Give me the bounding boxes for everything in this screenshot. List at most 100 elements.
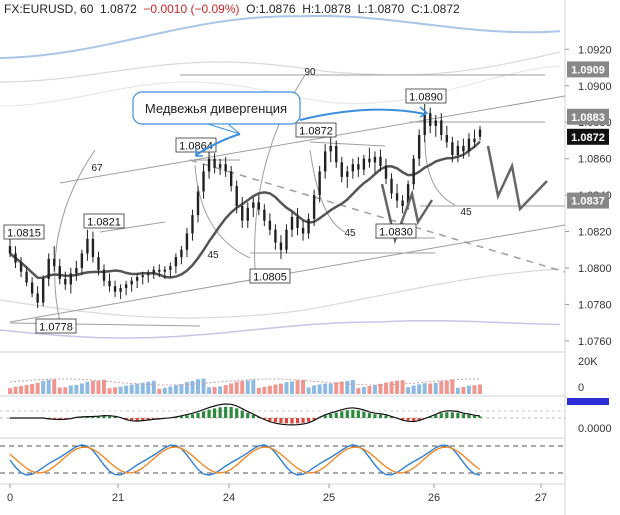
osc-hist-bar (417, 418, 421, 421)
candle-body (246, 207, 249, 221)
candle (318, 165, 321, 203)
volume-bar (85, 381, 90, 394)
volume-bar (184, 382, 189, 394)
osc-hist-bar (135, 418, 139, 421)
osc-hist-bar (224, 406, 228, 418)
osc-hist-bar (80, 417, 84, 418)
volume-bar (328, 383, 333, 394)
candle (86, 229, 89, 261)
price-badge-text: 1.0872 (571, 132, 605, 144)
candle (75, 260, 78, 281)
price-badge-bg (567, 108, 609, 125)
volume-bar (433, 382, 438, 394)
candle (147, 269, 150, 283)
volume-bar (52, 379, 57, 394)
price-badge: 1.0883 (567, 108, 609, 125)
osc-hist-bar (179, 416, 184, 418)
candle (379, 149, 382, 172)
price-label: 1.0890 (405, 88, 447, 104)
candle-body (97, 257, 100, 270)
volume-bar (196, 379, 200, 394)
level-line (99, 221, 166, 233)
volume-bar (46, 379, 51, 394)
candle (285, 224, 288, 254)
candle-body (467, 138, 471, 152)
candle-body (423, 113, 426, 135)
symbol-name[interactable]: FX:EURUSD (4, 2, 74, 16)
volume-bar (30, 384, 35, 394)
osc-hist-bar (301, 418, 305, 423)
x-tick-label: 26 (428, 492, 440, 504)
upper-band (0, 14, 561, 59)
osc-hist-bar (445, 412, 449, 418)
osc-hist-bar (201, 411, 206, 418)
y-tick-label: 1.0780 (578, 299, 612, 311)
candle-body (229, 171, 233, 186)
candle (340, 156, 343, 183)
candle (307, 213, 310, 239)
volume-bar (406, 387, 411, 394)
candle-body (174, 257, 178, 267)
candle (390, 173, 393, 199)
candle-body (373, 156, 377, 163)
osc-hist-bar (295, 418, 300, 424)
candle-body (69, 273, 73, 285)
candle (301, 220, 305, 241)
candle (174, 253, 178, 274)
volume-bar (179, 384, 184, 394)
osc-hist-bar (85, 416, 90, 418)
candle-body (312, 195, 316, 219)
candle-body (401, 200, 404, 207)
candle (53, 246, 56, 272)
candle-body (158, 269, 161, 272)
volume-bar (400, 380, 405, 394)
candle-body (390, 178, 393, 194)
candle (274, 224, 277, 250)
candle-body (429, 113, 432, 126)
candle (8, 238, 12, 258)
candle-body (329, 145, 332, 152)
candle-body (141, 275, 144, 278)
osc-hist-bar (290, 418, 294, 424)
candle (36, 286, 39, 309)
volume-bar (472, 385, 477, 394)
candle (412, 155, 415, 190)
candle-body (434, 120, 437, 126)
candle (102, 264, 106, 287)
osc-hist-bar (367, 413, 372, 418)
osc-hist-bar (91, 416, 95, 418)
candle-body (147, 273, 150, 276)
candle (130, 277, 133, 292)
candle (69, 268, 73, 294)
candle (213, 153, 216, 174)
candle-body (19, 262, 23, 272)
candle (268, 213, 272, 236)
osc-hist-bar (461, 414, 466, 418)
osc-hist-bar (284, 418, 289, 424)
y-tick-label: 1.0820 (578, 227, 612, 239)
candle (218, 158, 222, 176)
osc-hist-bar (478, 416, 482, 418)
candle (357, 156, 360, 177)
interval[interactable]: 60 (80, 2, 94, 16)
osc-hist-bar (196, 412, 200, 418)
osc-hist-bar (351, 409, 355, 418)
y-tick-label: 1.0800 (578, 263, 612, 275)
candle (19, 257, 23, 278)
price-label: 1.0830 (375, 223, 417, 239)
y-tick-label: 1.0920 (578, 44, 612, 56)
volume-bar (345, 380, 350, 394)
osc-hist-bar (141, 418, 145, 421)
low-label: L: (357, 2, 368, 16)
volume-bar (444, 380, 449, 394)
candle (290, 211, 294, 238)
volume-bar (356, 388, 361, 394)
candle (158, 264, 161, 278)
divergence-callout[interactable]: Медвежья дивергенция (132, 91, 301, 135)
osc-hist-bar (329, 413, 333, 418)
volume-bar (218, 386, 223, 394)
x-tick-label: 21 (112, 492, 124, 504)
candle-body (202, 171, 205, 192)
volume-bar (251, 380, 256, 394)
